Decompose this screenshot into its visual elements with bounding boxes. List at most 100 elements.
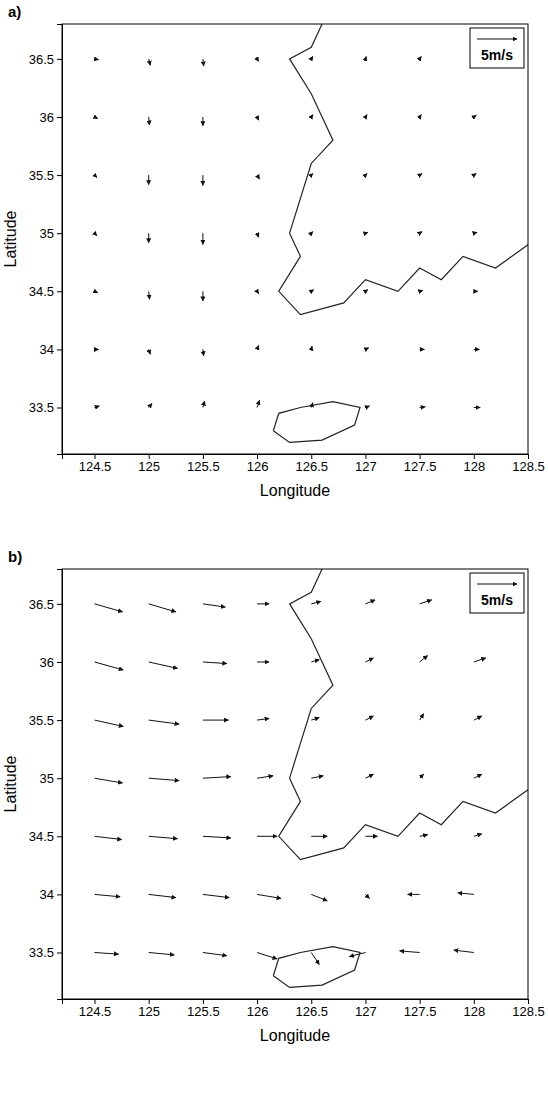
wind-vector [474, 774, 482, 778]
coastline [273, 569, 528, 987]
panel: 124.5125125.5126126.5127127.5128128.533.… [2, 3, 545, 499]
y-tick: 34.5 [29, 284, 62, 299]
marks [95, 569, 528, 987]
y-tick-mark [57, 291, 62, 292]
x-tick-label: 125 [138, 459, 160, 474]
vector-key: 5m/s [470, 573, 524, 613]
wind-vector [365, 232, 367, 234]
x-tick-label: 125 [138, 1004, 160, 1019]
wind-vector [365, 173, 367, 175]
wind-vector [365, 406, 369, 408]
y-axis-title: Latitude [2, 755, 19, 812]
wind-vector [257, 175, 259, 179]
y-tick-label: 36.5 [29, 52, 54, 67]
wind-vector [257, 233, 259, 237]
wind-vector [474, 115, 476, 117]
x-tick: 126 [247, 454, 269, 474]
x-tick-label: 126 [247, 459, 269, 474]
y-tick-label: 36.5 [29, 597, 54, 612]
y-tick-mark [57, 117, 62, 118]
x-axis: 124.5125125.5126126.5127127.5128128.5 [63, 999, 545, 1019]
wind-vector [148, 233, 149, 243]
wind-vector [365, 774, 373, 778]
wind-vector [95, 662, 124, 670]
wind-vector [365, 894, 369, 898]
wind-vector [95, 953, 119, 955]
wind-vector [257, 400, 259, 407]
x-tick: 127 [355, 999, 377, 1019]
wind-vector [257, 894, 281, 898]
y-tick-label: 34.5 [29, 829, 54, 844]
wind-vector [420, 774, 424, 778]
wind-vector [95, 58, 99, 60]
x-tick: 127.5 [404, 999, 437, 1019]
wind-vector [149, 662, 178, 668]
wind-vector [474, 349, 480, 350]
wind-vector [311, 718, 319, 720]
y-tick-mark [57, 894, 62, 895]
y-tick: 34 [40, 887, 62, 902]
wind-vector [148, 175, 149, 185]
wind-vector [257, 718, 269, 720]
y-tick: 35 [40, 771, 62, 786]
wind-vector [311, 660, 319, 662]
wind-vector [365, 600, 375, 604]
wind-vector [365, 115, 367, 117]
wind-vector [148, 291, 150, 299]
y-tick-mark [57, 720, 62, 721]
wind-vector [95, 894, 121, 896]
wind-vector [474, 658, 486, 662]
x-tick: 127 [355, 454, 377, 474]
panel: 124.5125125.5126126.5127127.5128128.533.… [2, 548, 545, 1044]
x-tick: 128 [463, 999, 485, 1019]
wind-vector [311, 403, 313, 408]
figure: 124.5125125.5126126.5127127.5128128.533.… [0, 0, 548, 1090]
wind-vector [203, 777, 231, 779]
wind-vector [95, 836, 122, 839]
wind-vector [349, 953, 365, 957]
y-tick: 34.5 [29, 829, 62, 844]
wind-vector [95, 291, 98, 293]
x-tick: 124.5 [79, 454, 112, 474]
wind-vector [95, 406, 100, 408]
x-tick-label: 125.5 [187, 1004, 220, 1019]
y-tick: 36 [40, 110, 62, 125]
y-tick: 33.5 [29, 400, 62, 415]
x-tick: 125.5 [187, 999, 220, 1019]
y-tick-label: 33.5 [29, 945, 54, 960]
x-tick: 126 [247, 999, 269, 1019]
wind-vector [95, 349, 99, 350]
panel-letter: b) [8, 548, 22, 565]
y-tick-label: 36 [40, 110, 54, 125]
y-tick-label: 34 [40, 887, 54, 902]
wind-vector [257, 836, 277, 837]
y-tick: 35.5 [29, 168, 62, 183]
x-tick-label: 127.5 [404, 459, 437, 474]
wind-vector [95, 778, 123, 783]
y-tick-label: 35.5 [29, 168, 54, 183]
wind-vector [311, 173, 313, 175]
y-tick-mark [57, 408, 62, 409]
vector-key: 5m/s [470, 28, 524, 68]
wind-vector [95, 233, 97, 235]
wind-vector [95, 175, 97, 177]
wind-vector [365, 290, 367, 292]
x-tick-label: 126.5 [295, 459, 328, 474]
wind-vector [474, 291, 478, 292]
wind-vector [311, 894, 327, 900]
x-tick-label: 126.5 [295, 1004, 328, 1019]
wind-vector [365, 56, 367, 58]
plot-frame [62, 569, 528, 999]
y-axis: 33.53434.53535.53636.5 [29, 25, 63, 455]
x-tick: 125.5 [187, 454, 220, 474]
wind-vector [149, 778, 179, 780]
y-tick: 36.5 [29, 52, 62, 67]
wind-vector [148, 117, 150, 125]
wind-vector [365, 836, 377, 837]
y-tick: 35 [40, 226, 62, 241]
wind-vector [408, 894, 420, 895]
wind-vector [400, 951, 420, 953]
y-tick: 35.5 [29, 713, 62, 728]
y-tick-mark [57, 836, 62, 837]
coastline [273, 24, 528, 442]
